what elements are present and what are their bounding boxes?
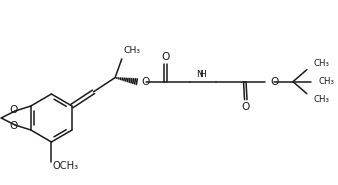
Text: CH₃: CH₃	[314, 95, 330, 104]
Text: N: N	[196, 70, 202, 79]
Text: O: O	[142, 77, 150, 87]
Text: CH₃: CH₃	[314, 59, 330, 68]
Text: O: O	[10, 121, 18, 131]
Text: O: O	[10, 105, 18, 115]
Text: H: H	[199, 70, 207, 79]
Text: CH₃: CH₃	[124, 46, 141, 55]
Text: O: O	[242, 102, 250, 112]
Text: CH₃: CH₃	[319, 77, 335, 86]
Text: O: O	[270, 77, 279, 87]
Text: O: O	[162, 52, 170, 62]
Text: OCH₃: OCH₃	[52, 161, 78, 171]
